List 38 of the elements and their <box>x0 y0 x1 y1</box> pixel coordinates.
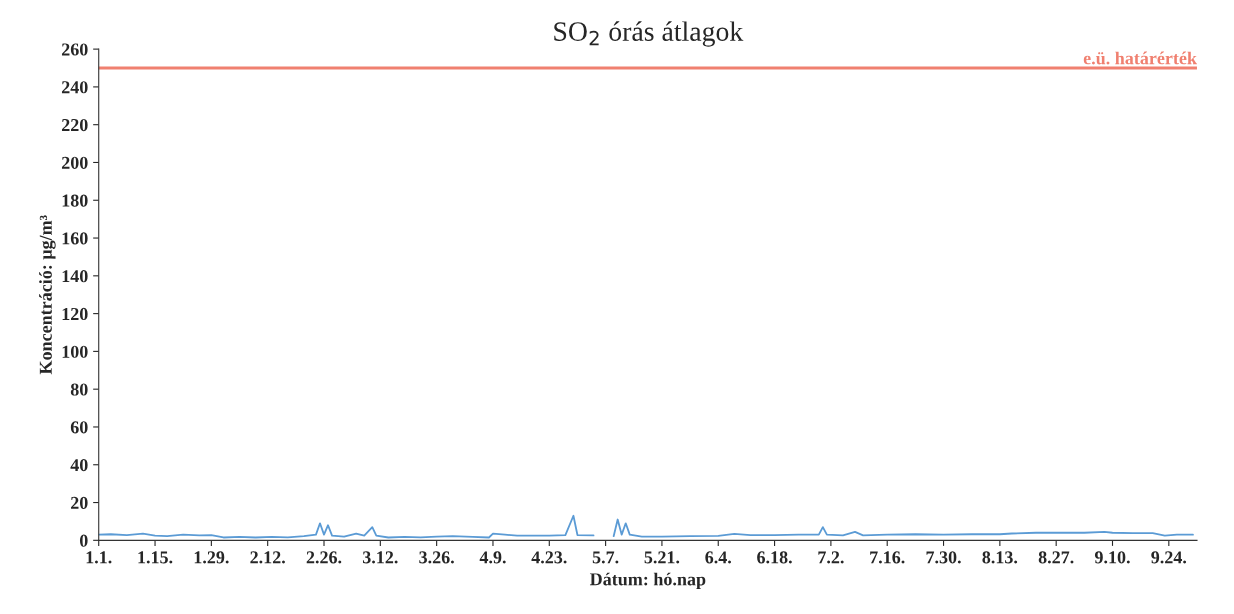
y-tick-label: 80 <box>70 383 88 396</box>
y-tick-label: 240 <box>61 81 88 94</box>
x-tick-label: 4.9. <box>479 551 506 564</box>
y-tick-label: 180 <box>62 194 88 207</box>
x-tick-label: 1.29. <box>194 551 229 564</box>
y-tick-label: 140 <box>62 270 88 283</box>
x-tick-label: 1.1. <box>86 551 112 564</box>
y-tick-label: 60 <box>70 421 88 434</box>
y-tick-label: 20 <box>71 496 88 509</box>
y-tick-label: 100 <box>62 345 88 358</box>
x-tick-label: 8.27. <box>1038 551 1074 564</box>
x-tick-label: 2.26. <box>306 551 342 564</box>
y-tick-label: 160 <box>62 232 88 245</box>
y-tick-label: 200 <box>61 156 88 169</box>
x-tick-label: 6.4. <box>705 551 731 564</box>
y-tick-label: 260 <box>61 43 88 56</box>
chart-title: SO$_{2}$ órás átlagok <box>554 21 744 47</box>
x-tick-label: 6.18. <box>757 551 792 564</box>
x-tick-label: 7.2. <box>818 551 844 564</box>
ref-line-label: e.ü. határérték <box>1083 51 1197 65</box>
x-tick-label: 9.24. <box>1151 551 1187 564</box>
y-tick-label: 220 <box>61 118 88 132</box>
y-tick-label: 120 <box>62 307 88 321</box>
x-tick-label: 8.13. <box>982 551 1018 564</box>
x-tick-label: 5.7. <box>592 551 619 564</box>
x-tick-label: 3.26. <box>419 551 454 564</box>
x-tick-label: 5.21. <box>644 551 680 564</box>
y-axis-title: Koncentráció: μg/m³ <box>39 215 56 375</box>
x-tick-label: 7.30. <box>926 551 961 564</box>
x-tick-label: 3.12. <box>362 551 398 564</box>
x-tick-label: 9.10. <box>1094 551 1130 564</box>
x-tick-label: 7.16. <box>870 551 905 564</box>
x-axis-title: Dátum: hó.nap <box>589 572 706 590</box>
x-tick-label: 4.23. <box>531 551 567 564</box>
x-tick-label: 1.15. <box>138 551 173 564</box>
y-tick-label: 40 <box>70 459 88 472</box>
x-tick-label: 2.12. <box>250 551 285 564</box>
y-tick-label: 0 <box>79 534 88 547</box>
